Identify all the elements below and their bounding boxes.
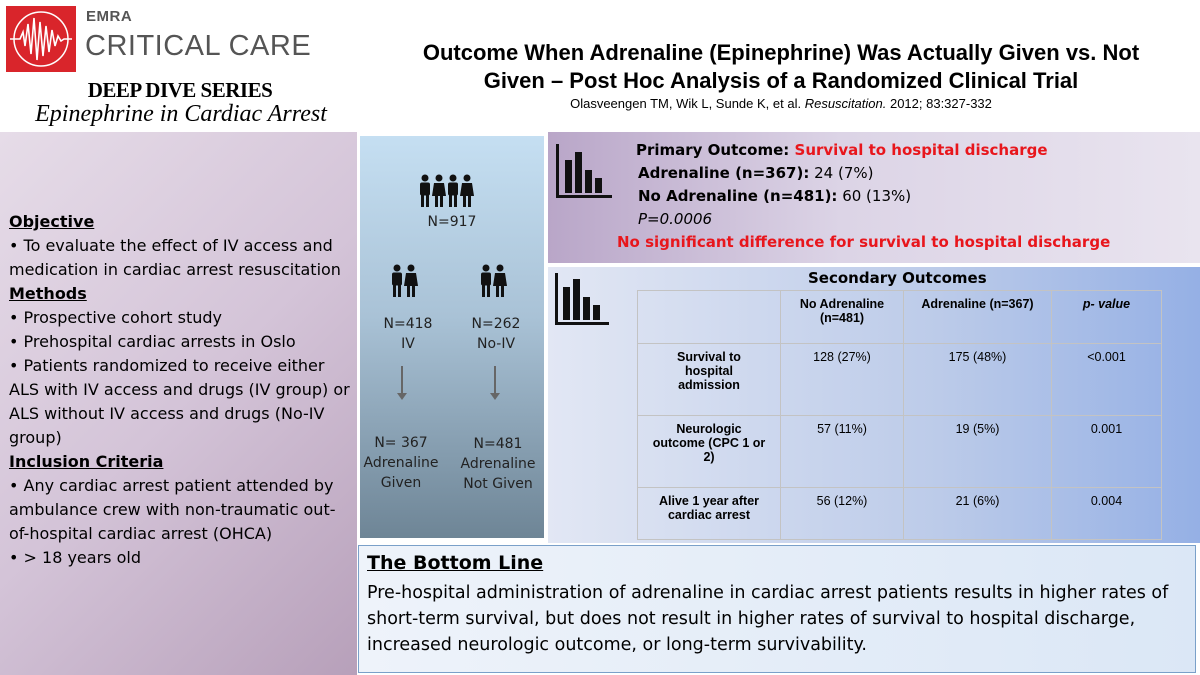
p-value-cell: <0.001 [1051, 343, 1162, 416]
study-flow-panel: N=917 N=418 IV N=262 No-IV N= 367 Adrena… [360, 136, 544, 538]
noiv-group-count: N=262 No-IV [456, 314, 536, 354]
series-subtitle: Epinephrine in Cardiac Arrest [35, 101, 327, 127]
iv-n: N=418 [383, 316, 433, 332]
methods-item: • Prospective cohort study [9, 308, 222, 327]
primary-conclusion: No significant difference for survival t… [617, 233, 1111, 251]
primary-outcome-text: Primary Outcome: Survival to hospital di… [617, 139, 1110, 254]
table-header-cell: Adrenaline (n=367) [903, 290, 1052, 344]
series-title: DEEP DIVE SERIES [87, 78, 273, 102]
title-line-2: Given – Post Hoc Analysis of a Randomize… [483, 68, 1079, 93]
secondary-outcomes-title: Secondary Outcomes [808, 269, 987, 287]
no-adrenaline-cell: 57 (11%) [780, 415, 904, 488]
no-adrenaline-value: 60 (13%) [837, 187, 912, 205]
primary-outcome-panel: Primary Outcome: Survival to hospital di… [548, 132, 1200, 263]
row-label: Alive 1 year after cardiac arrest [637, 487, 781, 540]
given-label: Adrenaline [363, 455, 439, 471]
inclusion-item: • Any cardiac arrest patient attended by… [9, 476, 336, 543]
row-label: Neurologic outcome (CPC 1 or 2) [637, 415, 781, 488]
noiv-label: No-IV [476, 336, 516, 352]
adrenaline-not-given-group: N=481 Adrenaline Not Given [454, 434, 542, 494]
p-number: =0.0006 [647, 210, 713, 228]
secondary-outcomes-table: No Adrenaline (n=481) Adrenaline (n=367)… [637, 290, 1162, 540]
iv-label: IV [401, 336, 415, 352]
bottom-line-panel: The Bottom Line Pre-hospital administrat… [358, 545, 1196, 673]
objective-text: • To evaluate the effect of IV access an… [9, 236, 341, 279]
primary-outcome-name: Survival to hospital discharge [794, 141, 1048, 159]
no-adrenaline-label: No Adrenaline (n=481): [638, 187, 838, 205]
p-value-header: p- value [1082, 297, 1131, 311]
inclusion-heading: Inclusion Criteria [9, 452, 164, 471]
bar-chart-icon [556, 144, 612, 198]
brand-small: EMRA [86, 8, 133, 25]
notgiven-label: Adrenaline [460, 456, 536, 472]
objective-heading: Objective [9, 212, 95, 231]
bottom-line-title: The Bottom Line [367, 552, 544, 574]
given-n: N= 367 [374, 435, 428, 451]
no-adrenaline-cell: 56 (12%) [780, 487, 904, 540]
inclusion-item: • > 18 years old [9, 548, 141, 567]
table-header-row: No Adrenaline (n=481) Adrenaline (n=367)… [637, 290, 1162, 344]
notgiven-label: Not Given [463, 476, 533, 492]
citation-journal: Resuscitation. [804, 96, 887, 111]
people-pair-icon [481, 264, 507, 297]
title-line-1: Outcome When Adrenaline (Epinephrine) Wa… [422, 40, 1140, 65]
citation: Olasveengen TM, Wik L, Sunde K, et al. R… [362, 96, 1200, 111]
study-info-text: Objective • To evaluate the effect of IV… [9, 210, 354, 570]
given-label: Given [380, 475, 422, 491]
p-value: P=0.0006 [636, 208, 1110, 231]
iv-group-count: N=418 IV [368, 314, 448, 354]
methods-heading: Methods [9, 284, 87, 303]
secondary-outcomes-panel: Secondary Outcomes No Adrenaline (n=481)… [548, 267, 1200, 543]
p-value-cell: 0.001 [1051, 415, 1162, 488]
adrenaline-given-group: N= 367 Adrenaline Given [358, 433, 444, 493]
adrenaline-result: Adrenaline (n=367): 24 (7%) [636, 162, 1110, 185]
bottom-line-text: Pre-hospital administration of adrenalin… [367, 583, 1169, 655]
people-pair-icon [392, 264, 418, 297]
p-value-cell: 0.004 [1051, 487, 1162, 540]
adrenaline-value: 24 (7%) [809, 164, 874, 182]
total-count: N=917 [427, 214, 477, 230]
no-adrenaline-result: No Adrenaline (n=481): 60 (13%) [636, 185, 1110, 208]
table-row: Neurologic outcome (CPC 1 or 2) 57 (11%)… [637, 415, 1162, 488]
table-row: Alive 1 year after cardiac arrest 56 (12… [637, 487, 1162, 540]
arrow-head-icon [397, 393, 407, 400]
table-header-cell: No Adrenaline (n=481) [780, 290, 904, 344]
emra-logo [6, 6, 76, 72]
no-adrenaline-cell: 128 (27%) [780, 343, 904, 416]
study-info-panel: Objective • To evaluate the effect of IV… [0, 132, 357, 675]
table-row: Survival to hospital admission 128 (27%)… [637, 343, 1162, 416]
citation-authors: Olasveengen TM, Wik L, Sunde K, et al. [570, 96, 805, 111]
methods-item: • Prehospital cardiac arrests in Oslo [9, 332, 296, 351]
notgiven-n: N=481 [473, 436, 523, 452]
table-header-cell: p- value [1051, 290, 1162, 344]
table-header-cell [637, 290, 781, 344]
bar-chart-icon [555, 273, 609, 325]
adrenaline-label: Adrenaline (n=367): [638, 164, 810, 182]
arrow-down-icon [401, 366, 403, 394]
row-label: Survival to hospital admission [637, 343, 781, 416]
noiv-n: N=262 [471, 316, 521, 332]
people-group-icon [420, 174, 474, 207]
brand-name: CRITICAL CARE [85, 30, 312, 62]
arrow-head-icon [490, 393, 500, 400]
methods-item: • Patients randomized to receive either … [9, 356, 350, 447]
primary-outcome-label: Primary Outcome: [636, 141, 795, 159]
adrenaline-cell: 19 (5%) [903, 415, 1052, 488]
primary-outcome-line: Primary Outcome: Survival to hospital di… [636, 139, 1110, 162]
citation-details: 2012; 83:327-332 [886, 96, 992, 111]
adrenaline-cell: 175 (48%) [903, 343, 1052, 416]
arrow-down-icon [494, 366, 496, 394]
adrenaline-cell: 21 (6%) [903, 487, 1052, 540]
p-label: P [638, 210, 648, 228]
page-title: Outcome When Adrenaline (Epinephrine) Wa… [362, 39, 1200, 95]
